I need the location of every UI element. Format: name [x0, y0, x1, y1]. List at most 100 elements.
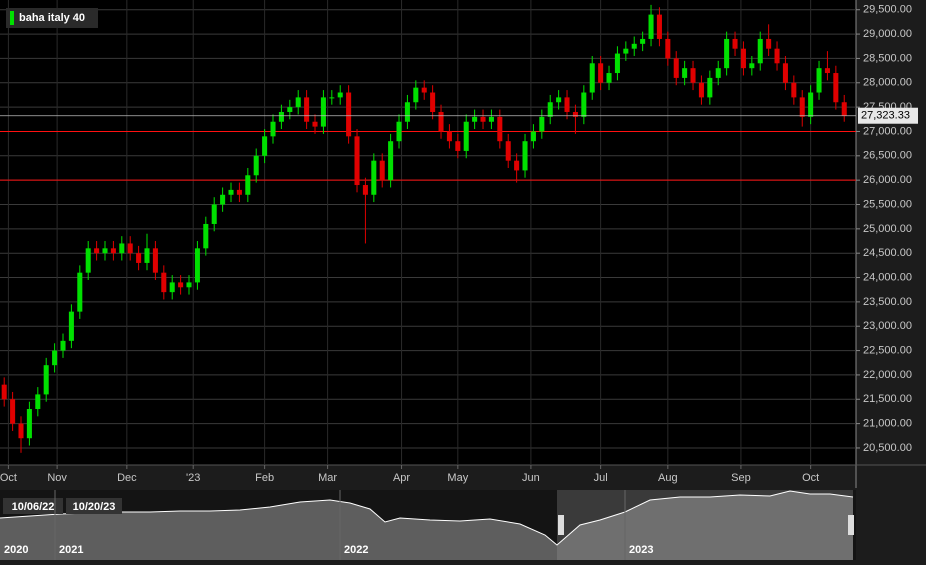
candle-body: [556, 97, 562, 103]
candle-body: [808, 92, 814, 117]
candle-body: [799, 97, 805, 117]
navigator-handle[interactable]: [558, 515, 564, 535]
y-tick-label: 27,000.00: [863, 125, 912, 137]
candle-body: [10, 399, 16, 424]
candle-body: [287, 107, 293, 112]
plot-layer: 20,500.00 21,000.00 21,500.00 22,000.00 22,5…: [0, 0, 926, 488]
legend-box: [6, 8, 98, 28]
candle-body: [782, 63, 788, 83]
candle-body: [631, 43, 637, 49]
candle-body: [472, 116, 478, 122]
y-tick-label: 20,500.00: [863, 442, 912, 454]
candle-body: [581, 92, 587, 117]
candle-body: [262, 136, 268, 156]
candle-body: [446, 131, 452, 142]
nav-end: 10/20/23: [73, 501, 116, 513]
legend-swatch: [10, 11, 14, 25]
candle-body: [320, 97, 326, 127]
y-tick-label: 25,000.00: [863, 223, 912, 235]
candle-body: [749, 63, 755, 69]
candle-body: [295, 97, 301, 108]
candle-body: [136, 253, 142, 263]
x-tick-label: '23: [186, 472, 200, 484]
y-tick-label: 29,500.00: [863, 4, 912, 16]
nav-year: 2022: [344, 544, 368, 556]
candle-body: [791, 82, 797, 98]
candle-body: [253, 155, 259, 176]
candle-body: [211, 204, 217, 224]
candle-body: [732, 38, 738, 49]
candle-body: [94, 248, 100, 254]
candle-body: [707, 77, 713, 98]
candle-body: [304, 97, 310, 122]
navigator-area: [0, 491, 853, 560]
candle-body: [640, 38, 646, 44]
x-tick-label: Feb: [255, 472, 274, 484]
candle-body: [665, 38, 671, 59]
y-tick-label: 28,500.00: [863, 52, 912, 64]
candle-body: [312, 121, 318, 127]
candle-body: [673, 58, 679, 78]
candle-body: [724, 38, 730, 69]
last-price-label: 27,323.33: [861, 110, 910, 122]
candle-body: [144, 248, 150, 263]
candle-body: [816, 68, 822, 93]
candle-body: [598, 63, 604, 83]
x-tick-label: Oct: [802, 472, 819, 484]
date-box: [66, 498, 122, 514]
candle-body: [110, 248, 116, 254]
candle-body: [354, 136, 360, 186]
x-tick-label: Aug: [658, 472, 678, 484]
x-tick-label: Oct: [0, 472, 17, 484]
navigator-handle[interactable]: [848, 515, 854, 535]
candle-body: [463, 121, 469, 151]
candle-body: [127, 243, 133, 254]
candle-body: [161, 272, 167, 293]
x-tick-label: Sep: [731, 472, 751, 484]
y-tick-label: 24,000.00: [863, 271, 912, 283]
candle-body: [68, 311, 74, 341]
candle-body: [169, 282, 175, 293]
candle-body: [1, 384, 7, 400]
navigator-line: [0, 490, 854, 546]
candle-body: [278, 111, 284, 122]
y-tick-label: 21,000.00: [863, 418, 912, 430]
x-tick-label: May: [447, 472, 468, 484]
candle-body: [715, 68, 721, 78]
candle-body: [614, 53, 620, 74]
x-tick-label: Apr: [393, 472, 410, 484]
candle-body: [362, 185, 368, 195]
plot-area: [0, 0, 856, 465]
candle-body: [682, 68, 688, 78]
candle-body: [505, 141, 511, 161]
candle-body: [26, 409, 32, 439]
candle-body: [346, 92, 352, 137]
candle-body: [329, 97, 335, 99]
candle-body: [270, 121, 276, 137]
candle-body: [404, 102, 410, 122]
candle-body: [824, 68, 830, 74]
navigator: 10/06/22 10/20/23 2020 2021 2022 2023: [0, 490, 856, 560]
candle-body: [396, 121, 402, 142]
y-tick-label: 26,000.00: [863, 174, 912, 186]
candle-body: [379, 160, 385, 181]
candle-body: [236, 189, 242, 195]
nav-year: 2023: [629, 544, 653, 556]
candle-body: [228, 189, 234, 195]
nav-year: 2020: [4, 544, 28, 556]
candle-body: [606, 73, 612, 83]
date-box: [3, 498, 63, 514]
candle-body: [514, 160, 520, 171]
candle-body: [388, 141, 394, 181]
y-tick-label: 28,000.00: [863, 77, 912, 89]
candle-body: [178, 282, 184, 288]
candle-body: [203, 223, 209, 249]
x-tick-label: Jun: [522, 472, 540, 484]
candle-body: [480, 116, 486, 122]
candle-body: [757, 38, 763, 64]
candle-body: [774, 48, 780, 64]
candle-body: [589, 63, 595, 93]
candle-body: [648, 14, 654, 39]
candle-body: [766, 38, 772, 49]
candle-body: [18, 423, 24, 439]
